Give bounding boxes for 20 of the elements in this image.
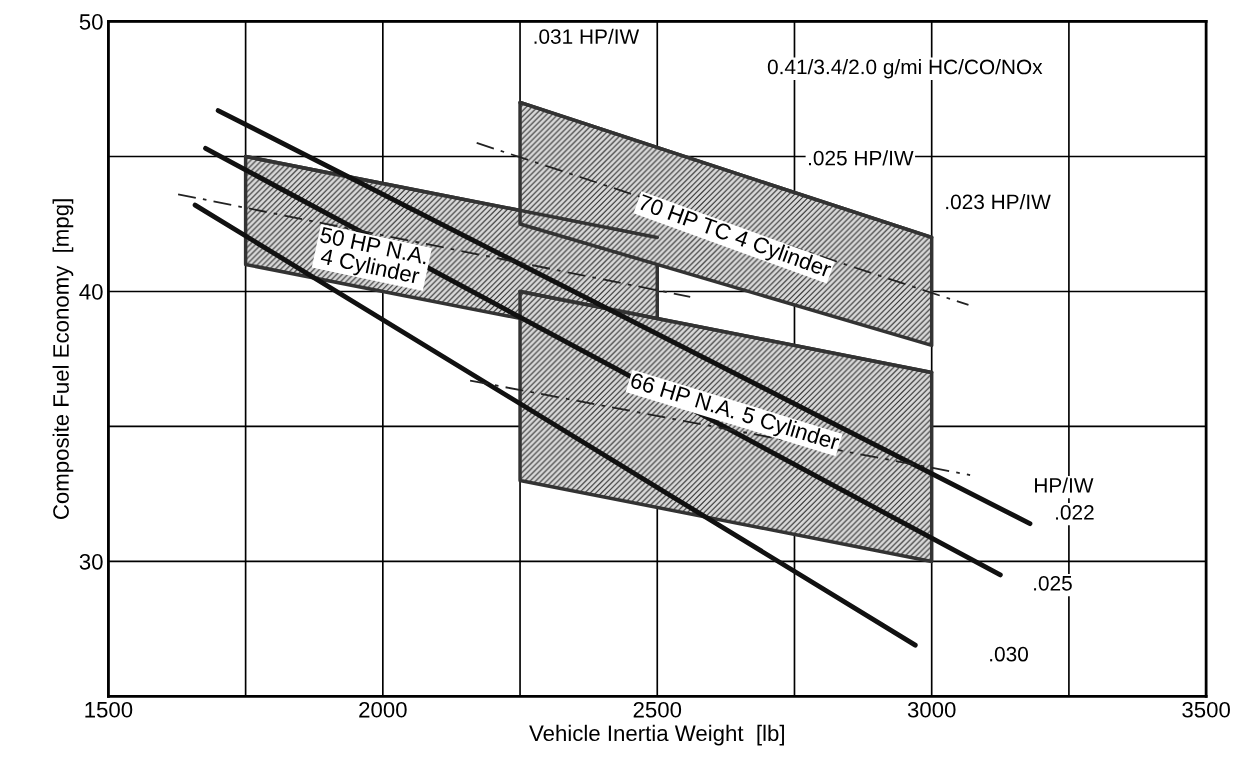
x-axis-title: Vehicle Inertia Weight [lb] [529,724,784,746]
y-tick-label: 50 [79,14,103,30]
annotation: 0.41/3.4/2.0 g/mi HC/CO/NOx [767,59,1043,79]
x-tick-label: 2000 [359,701,407,718]
annotation: .031 HP/IW [534,28,640,44]
annotation: .022 [1056,505,1094,520]
x-tick-label: 3500 [1182,701,1230,718]
x-tick-label: 1500 [85,701,133,718]
annotation: .025 HP/IW [808,150,914,166]
x-tick-label: 2500 [633,701,682,718]
annotation: 66 HP N.A. 5 Cylinder [628,371,841,455]
annotation: .030 [990,646,1028,662]
y-tick-label: 40 [79,283,103,300]
annotation: .023 HP/IW [946,194,1051,210]
annotation: 50 HP N.A. 4 Cylinder [319,226,429,289]
y-axis-title: Composite Fuel Economy [mpg] [52,199,74,519]
annotation: HP/IW [1035,477,1094,493]
y-tick-label: 30 [79,553,103,570]
x-tick-label: 3000 [907,701,956,718]
annotation: .025 [1034,575,1072,591]
